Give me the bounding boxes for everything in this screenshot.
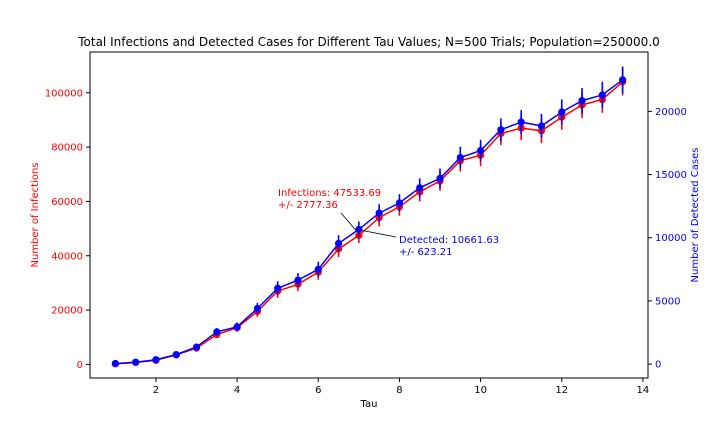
detected-point <box>355 225 363 233</box>
detected-point <box>192 343 201 351</box>
chart-title: Total Infections and Detected Cases for … <box>77 35 660 49</box>
detected-point <box>619 76 627 84</box>
y-right-tick-label: 20000 <box>655 107 687 118</box>
detected-point <box>233 323 241 331</box>
x-tick-label: 4 <box>234 385 240 396</box>
x-tick-label: 14 <box>637 385 650 396</box>
y-axis-right-label: Number of Detected Cases <box>690 148 701 283</box>
annotations: Infections: 47533.69+/- 2777.36 Detected:… <box>278 188 499 258</box>
infections-annotation-line2: +/- 2777.36 <box>278 200 338 211</box>
y-right-tick-label: 10000 <box>655 233 687 244</box>
detected-point <box>598 91 606 99</box>
detected-point <box>294 276 302 284</box>
detected-point <box>253 304 261 313</box>
detected-annotation-line2: +/- 623.21 <box>399 247 453 258</box>
detected-point <box>334 239 343 248</box>
y-left-tick-label: 60000 <box>51 197 83 208</box>
x-tick-label: 12 <box>555 385 568 396</box>
y-axis-left-label: Number of Infections <box>30 163 41 268</box>
x-tick-label: 8 <box>396 385 402 396</box>
plot-area <box>111 66 627 368</box>
detected-point <box>558 108 566 116</box>
detected-point <box>537 122 546 130</box>
y-right-tick-label: 5000 <box>655 296 680 307</box>
y-left-tick-label: 40000 <box>51 251 83 262</box>
detected-point <box>578 97 586 105</box>
detected-point <box>395 199 404 207</box>
detected-point <box>132 358 140 366</box>
x-tick-label: 2 <box>153 385 159 396</box>
detected-point <box>111 359 119 368</box>
x-axis-label: Tau <box>360 399 378 410</box>
y-left-tick-label: 20000 <box>51 306 83 317</box>
x-tick-label: 10 <box>474 385 487 396</box>
y-right-tick-label: 15000 <box>655 170 687 181</box>
detected-point <box>436 174 444 182</box>
detected-annotation-arrow <box>361 229 397 238</box>
detected-point <box>213 328 221 336</box>
infections-series <box>111 68 627 368</box>
detected-point <box>314 265 322 273</box>
detected-annotation-line1: Detected: 10661.63 <box>399 235 499 246</box>
y-left-tick-label: 80000 <box>51 143 83 154</box>
detected-point <box>152 356 160 364</box>
detected-point <box>456 153 464 162</box>
detected-point <box>416 184 424 192</box>
detected-point <box>517 118 525 126</box>
detected-point <box>274 284 282 292</box>
infections-annotation-line1: Infections: 47533.69 <box>278 188 381 199</box>
detected-series <box>111 66 627 368</box>
detected-point <box>477 146 485 155</box>
detected-point <box>172 351 180 359</box>
detected-line <box>115 79 624 365</box>
detected-point <box>497 126 505 134</box>
detected-point <box>375 209 383 217</box>
infections-line <box>115 81 624 365</box>
x-tick-label: 6 <box>315 385 321 396</box>
y-left-tick-label: 100000 <box>45 88 83 99</box>
axes: 2 4 6 8 10 12 14 0 20000 40000 60000 80000 100000 0 50… <box>45 51 687 396</box>
y-right-tick-label: 0 <box>655 360 661 371</box>
plot-frame <box>89 51 649 379</box>
infections-annotation-arrow <box>340 212 358 232</box>
y-left-tick-label: 0 <box>77 360 83 371</box>
